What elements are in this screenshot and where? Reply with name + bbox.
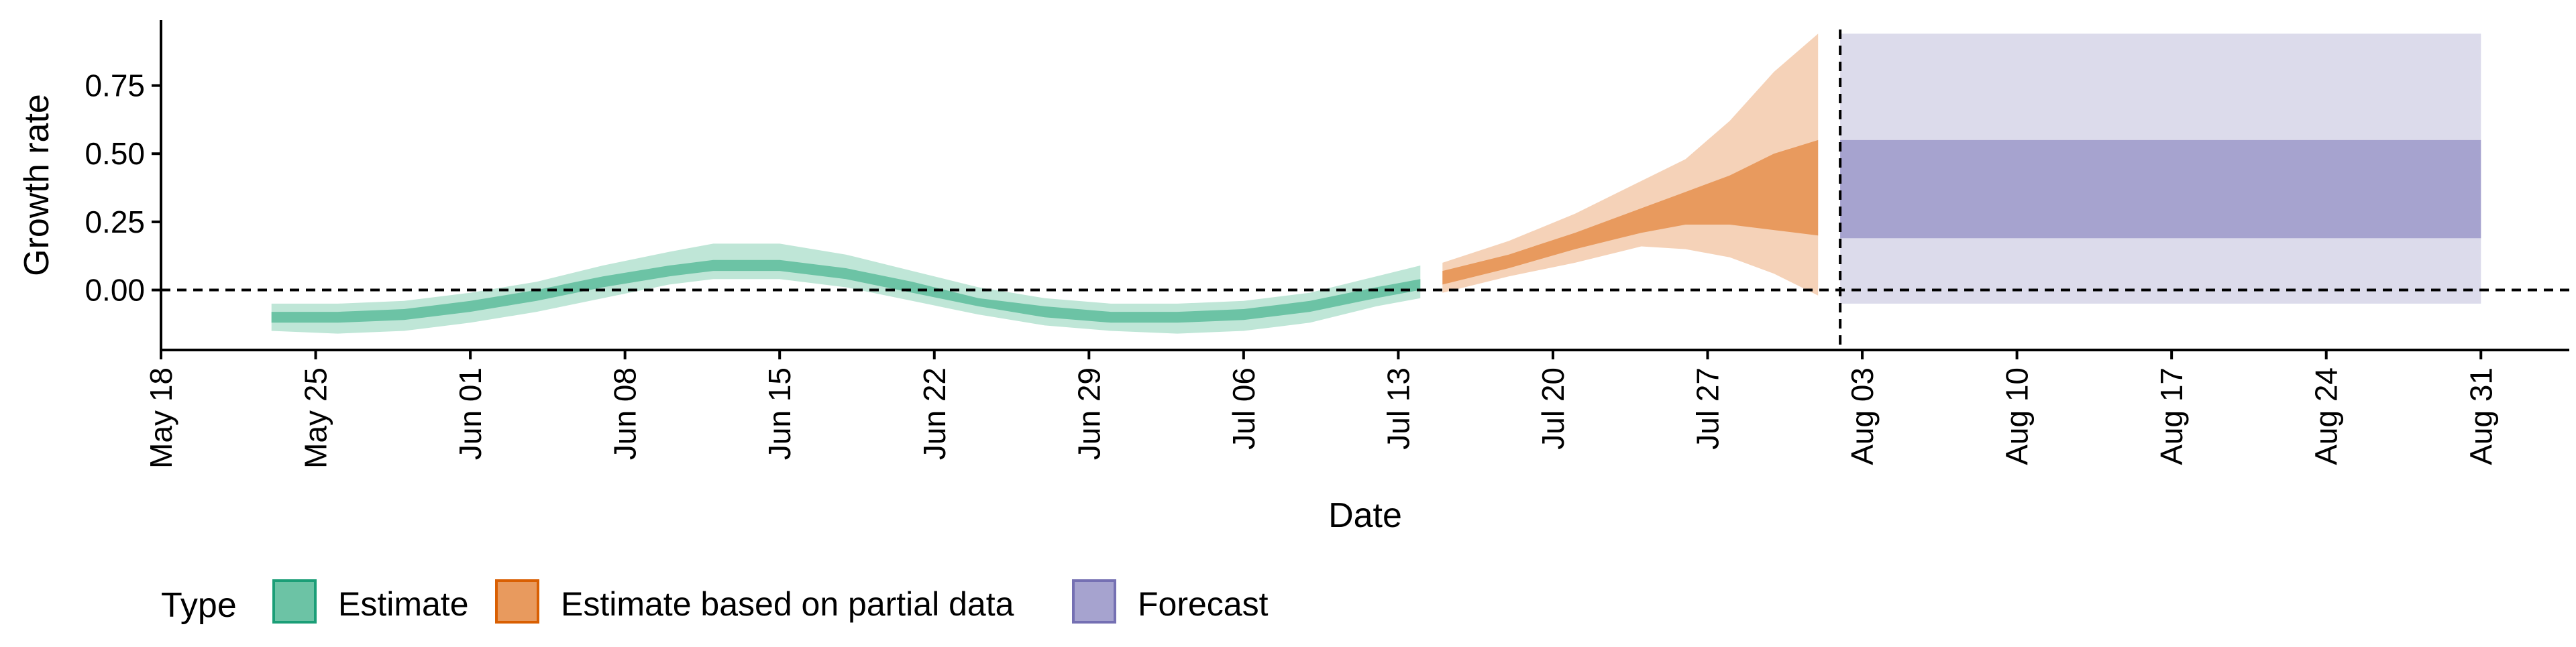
bands-layer (271, 34, 2481, 334)
x-tick-label: Jul 13 (1381, 367, 1415, 450)
estimate-based-on-partial-data-band-50 (1442, 139, 1819, 285)
x-tick-label: Aug 10 (2000, 367, 2035, 465)
y-axis-title: Growth rate (17, 94, 56, 276)
estimate-based-on-partial-data-legend-key (495, 579, 539, 624)
y-tick-label: 0.75 (85, 68, 145, 103)
x-tick-label: Jun 15 (762, 367, 797, 460)
y-ticks: 0.00 0.25 0.50 0.75 (85, 68, 161, 308)
x-tick-label: Jun 29 (1071, 367, 1106, 460)
y-tick-label: 0.50 (85, 136, 145, 171)
x-axis-title: Date (1328, 496, 1402, 535)
estimate-band-90 (271, 243, 1421, 334)
legend-label: Forecast (1138, 585, 1269, 623)
estimate-based-on-partial-data-band-90 (1442, 34, 1819, 296)
estimate-band-50 (271, 259, 1421, 323)
x-tick-label: Jun 22 (917, 367, 952, 460)
legend-title: Type (161, 586, 237, 625)
y-tick-label: 0.00 (85, 273, 145, 308)
x-tick-label: Jul 20 (1536, 367, 1570, 450)
legend-label: Estimate based on partial data (561, 585, 1014, 623)
y-tick-label: 0.25 (85, 204, 145, 239)
x-tick-label: Aug 17 (2154, 367, 2189, 465)
x-tick-label: Aug 31 (2463, 367, 2498, 465)
axes (160, 20, 2569, 351)
forecast-legend-key (1072, 579, 1116, 624)
x-tick-label: May 18 (144, 367, 178, 469)
x-tick-label: May 25 (299, 367, 333, 469)
x-ticks: May 18 May 25 Jun 01 Jun 08 Jun 15 Jun 22 Jun … (144, 350, 2498, 469)
x-tick-label: Aug 24 (2309, 367, 2344, 465)
x-tick-label: Jul 06 (1226, 367, 1261, 450)
forecast-band-50 (1840, 139, 2481, 239)
estimate-legend-key (272, 579, 317, 624)
x-tick-label: Jun 08 (608, 367, 643, 460)
legend: Type Estimate Estimate based on partial d… (161, 579, 1269, 625)
x-tick-label: Jul 27 (1690, 367, 1725, 450)
legend-label: Estimate (338, 585, 469, 623)
reference-lines (161, 30, 2569, 350)
x-tick-label: Jun 01 (453, 367, 488, 460)
x-tick-label: Aug 03 (1845, 367, 1880, 465)
